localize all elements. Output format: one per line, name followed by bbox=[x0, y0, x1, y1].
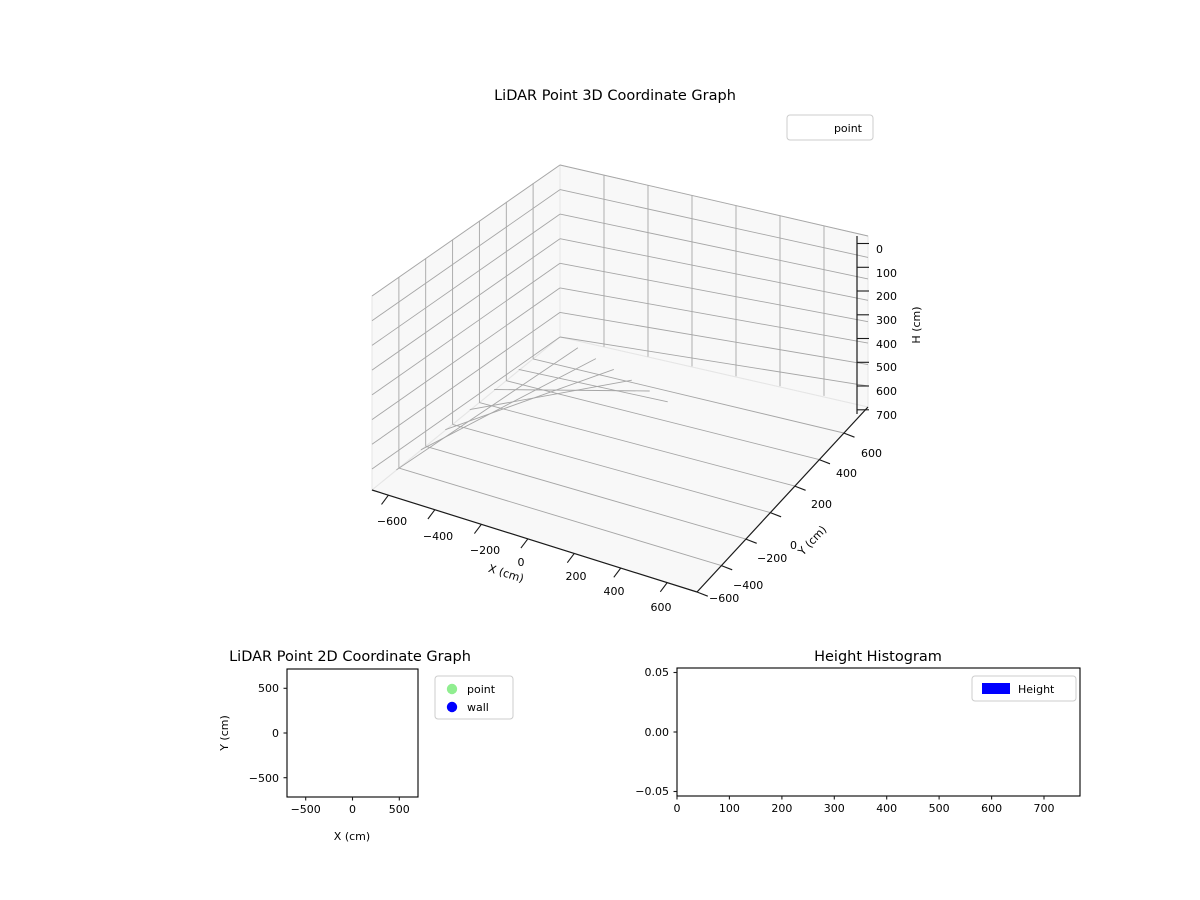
plot2d-x-axis-label: X (cm) bbox=[334, 830, 370, 843]
plot3d-y-tick-label: 0 bbox=[790, 539, 797, 552]
plot3d-legend-box bbox=[786, 114, 874, 141]
plot3d-y-tick-label: −600 bbox=[709, 592, 739, 605]
plot2d-legend-marker-wall-icon bbox=[446, 701, 458, 713]
histogram-x-tick-label: 100 bbox=[719, 802, 740, 815]
histogram-x-tick-label: 600 bbox=[981, 802, 1002, 815]
plot3d-x-tick-label: −400 bbox=[423, 530, 453, 543]
plot3d-y-axis-line bbox=[696, 406, 869, 593]
plot3d-grid-floor bbox=[396, 347, 844, 567]
plot2d-axes[interactable]: LiDAR Point 2D Coordinate Graph 500 0 −5… bbox=[218, 649, 514, 843]
plot2d-title: LiDAR Point 2D Coordinate Graph bbox=[229, 649, 471, 665]
plot2d-legend-label-point: point bbox=[467, 683, 496, 696]
histogram-axes[interactable]: Height Histogram 0.05 0.00 −0.05 0 100 2… bbox=[635, 649, 1081, 815]
plot3d-x-tick-label: 0 bbox=[518, 556, 525, 569]
plot3d-y-tick-label: 400 bbox=[836, 467, 857, 480]
plot3d-z-tick-label: 700 bbox=[876, 409, 897, 422]
plot3d-legend[interactable]: point bbox=[786, 114, 874, 141]
plot2d-y-tick-label: −500 bbox=[249, 772, 279, 785]
plot3d-z-tick-label: 0 bbox=[876, 243, 883, 256]
histogram-x-tick-label: 200 bbox=[771, 802, 792, 815]
histogram-title: Height Histogram bbox=[814, 649, 942, 665]
plot3d-y-ticks: 600 400 200 0 −200 −400 −600 bbox=[696, 432, 882, 605]
plot2d-legend-label-wall: wall bbox=[467, 701, 489, 714]
plot3d-z-axis-label: H (cm) bbox=[910, 306, 923, 343]
plot3d-title: LiDAR Point 3D Coordinate Graph bbox=[494, 88, 736, 104]
plot3d-axes[interactable]: −600 −400 −200 0 200 400 600 X (cm) 600 … bbox=[370, 88, 923, 614]
plot3d-legend-label-point: point bbox=[834, 122, 863, 135]
histogram-y-tick-label: 0.00 bbox=[645, 726, 670, 739]
plot2d-frame bbox=[286, 668, 419, 798]
histogram-legend-label-height: Height bbox=[1018, 683, 1055, 696]
plot3d-x-tick-label: −200 bbox=[470, 544, 500, 557]
plot2d-y-tick-label: 0 bbox=[272, 727, 279, 740]
plot3d-z-tick-label: 400 bbox=[876, 338, 897, 351]
plot2d-legend-marker-point-icon bbox=[446, 683, 458, 695]
plot3d-y-tick-label: 600 bbox=[861, 447, 882, 460]
plot3d-x-axis-line bbox=[371, 489, 698, 593]
plot3d-grid-left bbox=[371, 164, 561, 470]
histogram-y-tick-label: −0.05 bbox=[635, 785, 669, 798]
plot3d-x-tick-label: 200 bbox=[566, 570, 587, 583]
histogram-legend-patch-height-icon bbox=[982, 683, 1010, 694]
plot2d-x-tick-label: −500 bbox=[291, 803, 321, 816]
plot3d-z-ticks: 0 100 200 300 400 500 600 700 bbox=[857, 242, 897, 422]
plot3d-x-ticks: −600 −400 −200 0 200 400 600 bbox=[377, 494, 672, 614]
plot3d-x-tick-label: 400 bbox=[604, 585, 625, 598]
plot2d-x-ticks: −500 0 500 bbox=[291, 797, 410, 816]
plot3d-z-tick-label: 300 bbox=[876, 314, 897, 327]
plot2d-legend[interactable]: point wall bbox=[434, 675, 514, 720]
plot2d-y-ticks: 500 0 −500 bbox=[249, 682, 287, 785]
plot3d-y-tick-label: −200 bbox=[757, 552, 787, 565]
plot3d-x-tick-label: −600 bbox=[377, 515, 407, 528]
plot3d-z-tick-label: 100 bbox=[876, 267, 897, 280]
histogram-x-tick-label: 500 bbox=[929, 802, 950, 815]
plot2d-y-tick-label: 500 bbox=[258, 682, 279, 695]
plot2d-x-tick-label: 500 bbox=[389, 803, 410, 816]
histogram-x-tick-label: 0 bbox=[674, 802, 681, 815]
plot3d-z-tick-label: 500 bbox=[876, 361, 897, 374]
histogram-x-tick-label: 400 bbox=[876, 802, 897, 815]
plot3d-z-tick-label: 600 bbox=[876, 385, 897, 398]
histogram-legend[interactable]: Height bbox=[971, 675, 1077, 702]
histogram-x-ticks: 0 100 200 300 400 500 600 700 bbox=[674, 796, 1055, 815]
histogram-x-tick-label: 300 bbox=[824, 802, 845, 815]
histogram-y-tick-label: 0.05 bbox=[645, 666, 670, 679]
plot2d-y-axis-label: Y (cm) bbox=[218, 715, 231, 752]
plot3d-z-tick-label: 200 bbox=[876, 290, 897, 303]
plot3d-y-tick-label: 200 bbox=[811, 498, 832, 511]
histogram-x-tick-label: 700 bbox=[1034, 802, 1055, 815]
plot3d-x-tick-label: 600 bbox=[651, 601, 672, 614]
plot2d-x-tick-label: 0 bbox=[349, 803, 356, 816]
histogram-y-ticks: 0.05 0.00 −0.05 bbox=[635, 666, 677, 798]
plot3d-grid-right bbox=[559, 164, 869, 396]
plot3d-y-tick-label: −400 bbox=[733, 579, 763, 592]
histogram-legend-box bbox=[971, 675, 1077, 702]
